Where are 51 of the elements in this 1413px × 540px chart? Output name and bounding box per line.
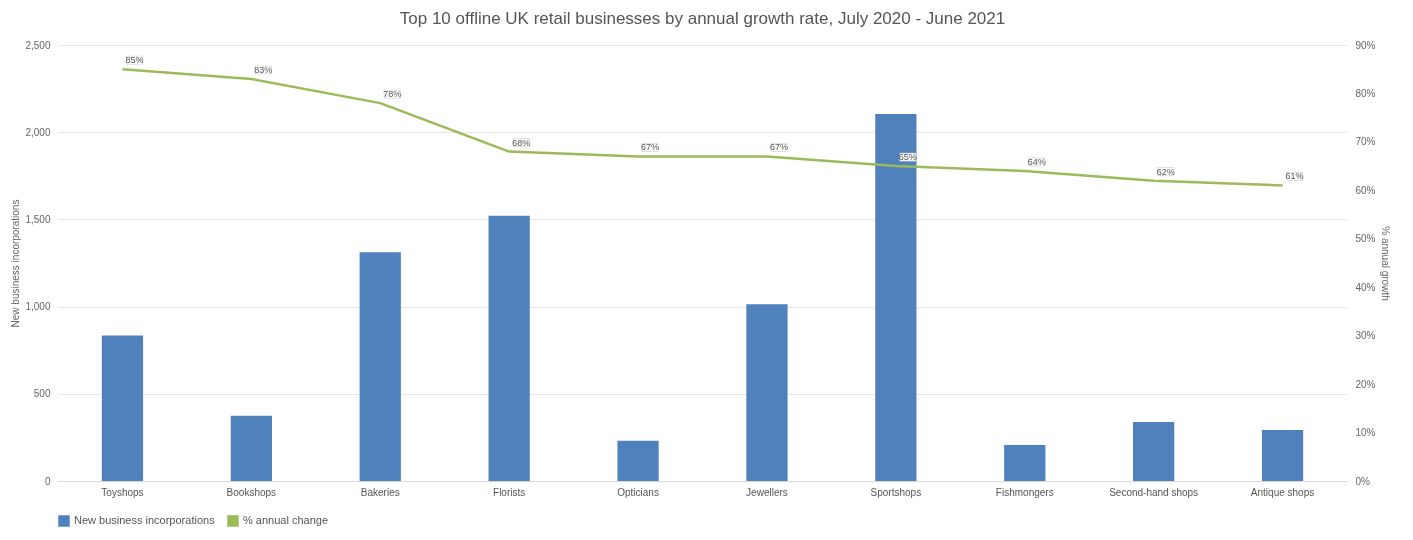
y-tick-label: 1,000	[25, 301, 51, 313]
bar	[488, 215, 530, 481]
y-tick-label: 500	[33, 388, 51, 400]
y2-tick-label: 20%	[1355, 378, 1376, 390]
x-tick-label: Opticians	[617, 486, 659, 498]
x-tick-label: Bakeries	[360, 486, 400, 498]
y2-tick-label: 0%	[1355, 475, 1371, 487]
y-tick-label: 2,500	[25, 39, 51, 51]
bar	[617, 440, 659, 481]
data-label: 67%	[769, 142, 788, 153]
bar	[875, 114, 917, 481]
y2-tick-label: 50%	[1355, 233, 1376, 245]
bar	[1261, 430, 1304, 481]
bar	[1004, 445, 1046, 481]
data-label: 67%	[641, 142, 660, 153]
y2-tick-label: 70%	[1355, 136, 1376, 148]
x-tick-label: Jewellers	[746, 486, 788, 498]
y2-axis-title: % annual growth	[1379, 226, 1391, 301]
bar	[746, 304, 788, 481]
y-axis-title: New business incorporations	[10, 199, 22, 328]
legend-label: New business incorporations	[74, 514, 216, 526]
bar	[230, 415, 272, 481]
x-tick-label: Fishmongers	[995, 486, 1054, 498]
x-tick-label: Second-hand shops	[1109, 486, 1199, 498]
x-tick-label: Toyshops	[101, 486, 144, 498]
data-label: 62%	[1156, 166, 1175, 177]
line-series	[121, 67, 1284, 187]
data-label: 85%	[125, 55, 144, 66]
data-label: 61%	[1285, 171, 1304, 182]
data-label: 78%	[383, 89, 402, 100]
x-tick-label: Bookshops	[226, 486, 277, 498]
y-tick-label: 1,500	[25, 213, 51, 225]
y2-tick-label: 60%	[1355, 184, 1376, 196]
legend-label: % annual change	[243, 514, 329, 526]
y-tick-label: 0	[44, 475, 51, 487]
chart-title: Top 10 offline UK retail businesses by annual growth rate, July 2020 - June 2021	[399, 9, 1006, 28]
bar	[1133, 421, 1175, 481]
y-tick-label: 2,000	[25, 126, 51, 138]
x-tick-label: Antique shops	[1250, 486, 1315, 498]
bar	[359, 252, 401, 481]
x-tick-label: Florists	[493, 486, 526, 498]
y2-tick-label: 80%	[1355, 87, 1376, 99]
data-label: 64%	[1027, 156, 1046, 167]
data-label: 68%	[512, 137, 531, 148]
y2-tick-label: 30%	[1355, 330, 1376, 342]
bar	[101, 335, 144, 481]
y2-tick-label: 10%	[1355, 427, 1376, 439]
y2-tick-label: 40%	[1355, 281, 1376, 293]
data-label: 83%	[254, 64, 273, 75]
y2-tick-label: 90%	[1355, 39, 1376, 51]
x-tick-label: Sportshops	[870, 486, 922, 498]
